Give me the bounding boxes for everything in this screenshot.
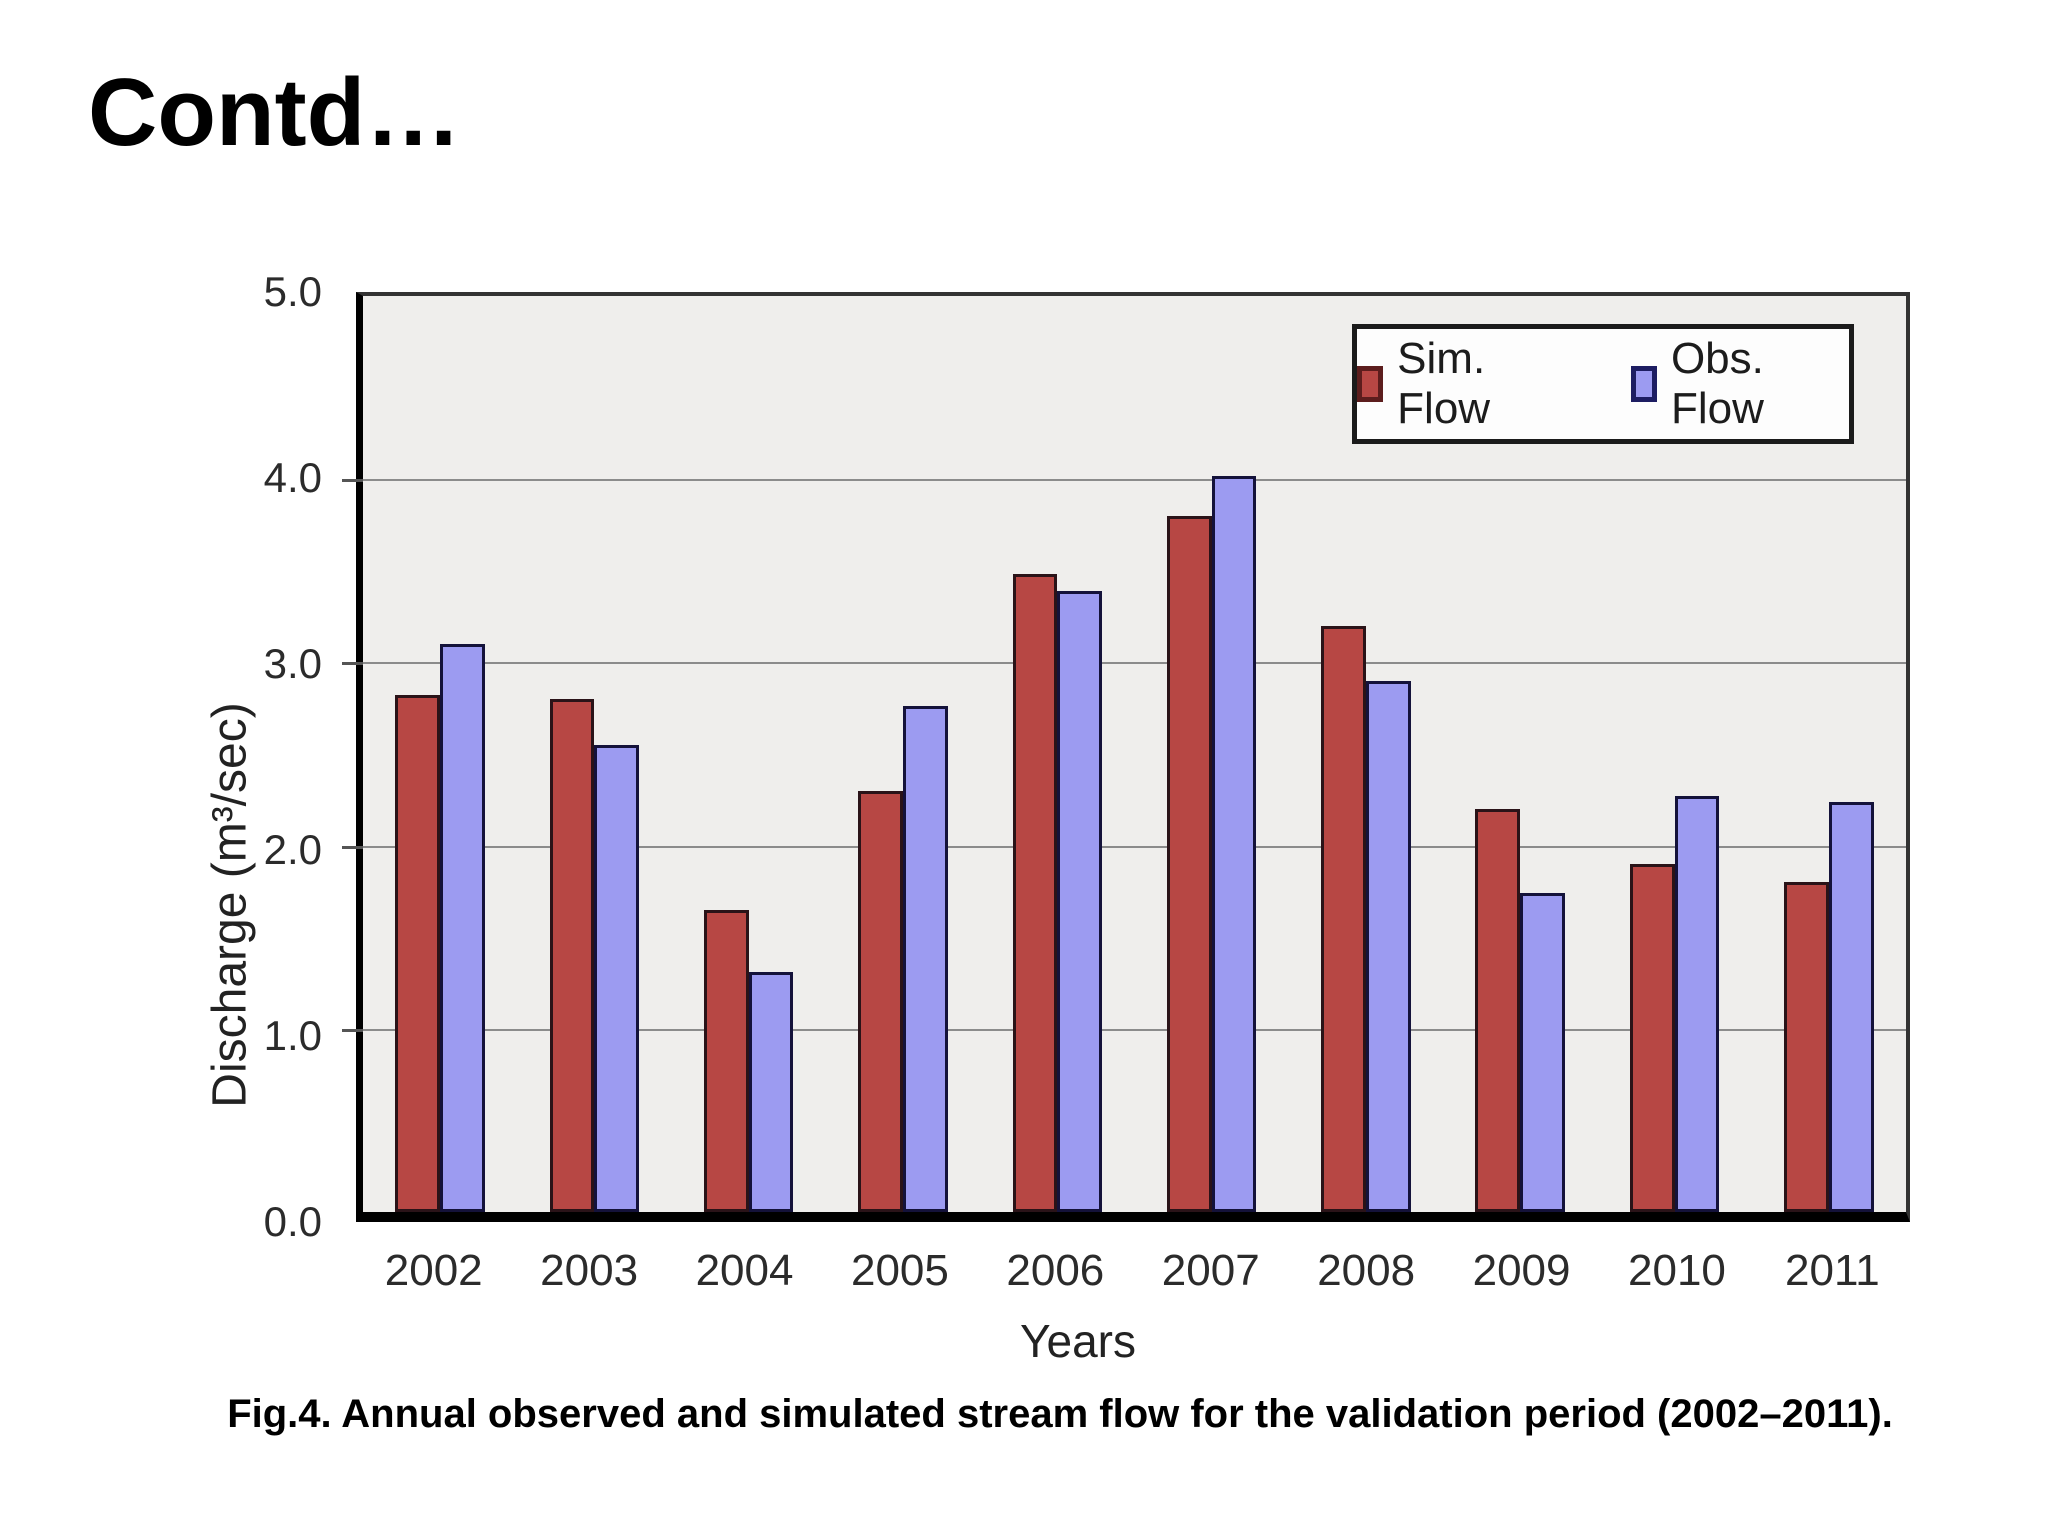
sim-flow-color-swatch-icon [1357,366,1384,402]
x-tick-label: 2009 [1472,1246,1571,1295]
bar-group-2011 [1752,296,1906,1212]
y-tick-mark [342,1028,363,1032]
y-tick-label: 0.0 [263,1198,322,1245]
x-tick-label: 2007 [1161,1246,1260,1295]
bar-group-2008 [1289,296,1443,1212]
bar-group-2010 [1597,296,1751,1212]
sim-flow-bar-2002 [395,695,441,1212]
x-tick-label: 2005 [850,1246,949,1295]
sim-flow-bar-2004 [704,909,749,1212]
gridline [363,662,1906,665]
obs-flow-bar-2011 [1828,801,1874,1212]
x-tick-label: 2010 [1628,1246,1726,1295]
y-tick-label: 1.0 [263,1012,322,1059]
x-axis-ticks: 2002 2003 2004 2005 2006 2007 2008 2009 … [356,1246,1910,1296]
obs-flow-bar-2002 [440,644,485,1212]
chart-legend: Sim. Flow Obs. Flow [1352,324,1854,444]
obs-flow-bar-2003 [594,744,640,1212]
obs-flow-bar-2004 [748,972,794,1212]
y-tick-mark [342,845,363,849]
slide-title: Contd… [88,59,462,166]
obs-flow-bar-2009 [1520,893,1565,1212]
sim-flow-bar-2011 [1784,882,1829,1212]
x-tick-label: 2008 [1317,1246,1416,1295]
bar-group-2007 [1134,296,1288,1212]
bar-group-2003 [517,296,671,1212]
y-tick-label: 5.0 [263,268,322,315]
bar-group-2006 [980,296,1134,1212]
sim-flow-bar-2005 [858,790,904,1212]
legend-item-sim-flow: Sim. Flow [1357,334,1571,434]
y-tick-mark [342,479,363,483]
sim-flow-bar-2007 [1166,515,1212,1212]
x-tick-label: 2006 [1006,1246,1105,1295]
y-axis-ticks: 5.0 4.0 3.0 2.0 1.0 0.0 [200,268,336,1245]
x-tick-label: 2002 [384,1246,483,1295]
y-tick-label: 4.0 [263,454,322,501]
bar-series-container [363,296,1906,1212]
figure-caption: Fig.4. Annual observed and simulated str… [227,1392,1893,1436]
x-tick-label: 2004 [695,1246,794,1295]
x-tick-label: 2011 [1785,1246,1880,1295]
sim-flow-bar-2008 [1321,625,1366,1212]
bar-group-2005 [826,296,980,1212]
sim-flow-bar-2003 [549,699,595,1212]
legend-item-obs-flow: Obs. Flow [1630,334,1849,434]
plot-area: Sim. Flow Obs. Flow [342,292,1910,1222]
bar-group-2002 [363,296,517,1212]
legend-label: Obs. Flow [1670,334,1764,433]
gridline [363,1028,1906,1031]
y-tick-label: 2.0 [263,826,322,873]
gridline [363,845,1906,848]
y-tick-mark [342,662,363,666]
sim-flow-bar-2010 [1629,863,1675,1212]
obs-flow-bar-2010 [1674,796,1720,1212]
obs-flow-bar-2007 [1211,475,1257,1212]
bar-group-2009 [1443,296,1597,1212]
bar-group-2004 [672,296,826,1212]
legend-label: Sim. Flow [1397,334,1491,433]
y-tick-label: 3.0 [263,640,322,687]
x-tick-label: 2003 [540,1246,639,1295]
x-axis-title: Years [1020,1315,1136,1367]
obs-flow-color-swatch-icon [1630,366,1657,402]
gridline [363,479,1906,482]
obs-flow-bar-2005 [903,706,948,1212]
sim-flow-bar-2009 [1475,808,1521,1212]
sim-flow-bar-2006 [1012,574,1058,1212]
obs-flow-bar-2008 [1365,680,1411,1212]
obs-flow-bar-2006 [1057,590,1103,1212]
